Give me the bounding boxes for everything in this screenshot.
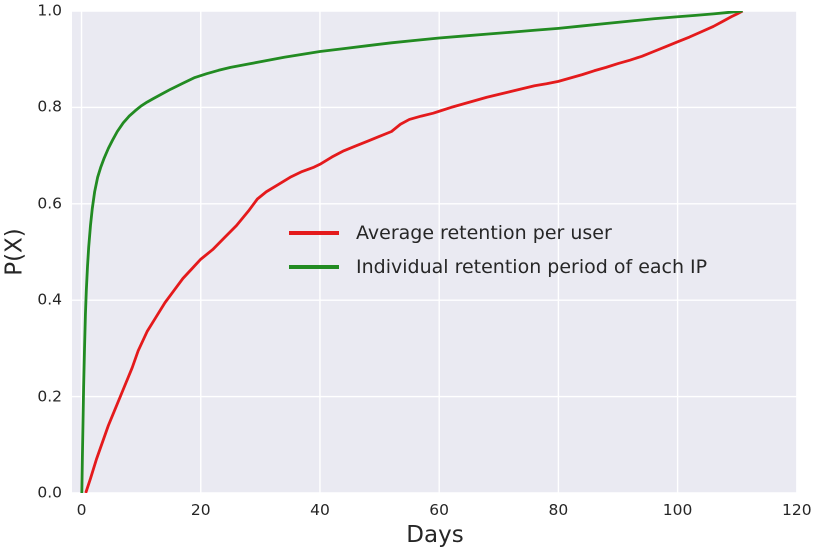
legend-label: Individual retention period of each IP — [356, 255, 708, 278]
y-tick-label: 0.4 — [37, 290, 62, 309]
x-tick-label: 100 — [662, 501, 693, 519]
legend: Average retention per user Individual ret… — [289, 216, 707, 284]
legend-line-swatch — [289, 231, 339, 235]
y-tick-label: 0.6 — [37, 194, 62, 213]
plot-canvas — [72, 11, 797, 493]
plot-area — [72, 11, 797, 493]
series-line-1 — [80, 11, 743, 493]
series-line-0 — [84, 11, 744, 493]
x-axis-label: Days — [406, 522, 464, 548]
x-tick-label: 0 — [76, 501, 87, 519]
y-axis-label: P(X) — [1, 228, 28, 276]
x-tick-label: 20 — [190, 501, 211, 519]
y-tick-label: 1.0 — [37, 1, 62, 20]
legend-line-swatch — [289, 265, 339, 269]
x-tick-label: 80 — [548, 501, 569, 519]
y-tick-label: 0.0 — [37, 483, 62, 502]
legend-entry-0: Average retention per user — [289, 216, 707, 250]
legend-entry-1: Individual retention period of each IP — [289, 250, 707, 284]
y-tick-label: 0.2 — [37, 386, 62, 405]
x-tick-label: 60 — [429, 501, 450, 519]
legend-label: Average retention per user — [356, 221, 612, 244]
x-tick-label: 40 — [310, 501, 330, 519]
y-tick-label: 0.8 — [37, 97, 62, 116]
x-tick-label: 120 — [782, 501, 812, 519]
plot-background — [72, 11, 797, 493]
